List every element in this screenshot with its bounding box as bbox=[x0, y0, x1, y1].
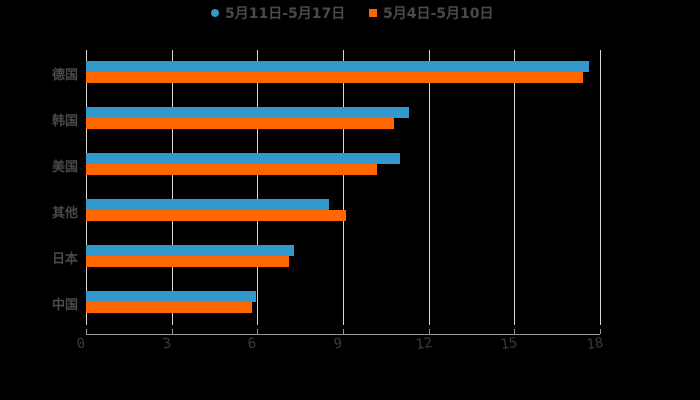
gridline bbox=[86, 50, 87, 325]
category-label: 德国 bbox=[51, 68, 78, 83]
bar-series-1[interactable] bbox=[86, 245, 295, 256]
gridline bbox=[514, 50, 515, 325]
bar-series-2[interactable] bbox=[86, 210, 346, 221]
chart-legend: 5月11日-5月17日 5月4日-5月10日 bbox=[0, 3, 700, 23]
bar-series-1[interactable] bbox=[86, 291, 256, 302]
x-tick-label: 0 bbox=[75, 335, 87, 353]
x-axis-line bbox=[86, 334, 600, 335]
axis-tick bbox=[429, 329, 430, 334]
gridline bbox=[429, 50, 430, 325]
x-tick-label: 18 bbox=[585, 334, 605, 354]
bar-series-1[interactable] bbox=[86, 61, 589, 72]
axis-tick bbox=[172, 329, 173, 334]
legend-label: 5月4日-5月10日 bbox=[383, 6, 494, 22]
bar-series-2[interactable] bbox=[86, 118, 395, 129]
bar-series-1[interactable] bbox=[86, 199, 329, 210]
bar-series-1[interactable] bbox=[86, 153, 401, 164]
legend-square-icon bbox=[369, 9, 377, 17]
gridline bbox=[257, 50, 258, 325]
legend-item-series-1[interactable]: 5月11日-5月17日 bbox=[211, 3, 345, 23]
x-tick-label: 6 bbox=[246, 335, 258, 353]
x-tick-label: 3 bbox=[161, 335, 173, 353]
bar-series-2[interactable] bbox=[86, 302, 252, 313]
axis-tick bbox=[86, 329, 87, 334]
category-label: 韩国 bbox=[51, 114, 78, 129]
plot-area bbox=[86, 50, 601, 325]
legend-item-series-2[interactable]: 5月4日-5月10日 bbox=[369, 3, 494, 23]
gridline bbox=[600, 50, 601, 325]
gridline bbox=[343, 50, 344, 325]
x-tick-label: 12 bbox=[414, 334, 434, 354]
bar-series-2[interactable] bbox=[86, 256, 289, 267]
legend-circle-icon bbox=[211, 9, 219, 17]
axis-tick bbox=[257, 329, 258, 334]
category-label: 其他 bbox=[51, 206, 78, 221]
gridline bbox=[172, 50, 173, 325]
axis-tick bbox=[514, 329, 515, 334]
axis-tick bbox=[600, 329, 601, 334]
bar-series-2[interactable] bbox=[86, 72, 583, 83]
x-tick-label: 15 bbox=[499, 334, 519, 354]
category-label: 日本 bbox=[51, 252, 78, 267]
axis-tick bbox=[343, 329, 344, 334]
bar-series-1[interactable] bbox=[86, 107, 409, 118]
category-label: 美国 bbox=[51, 160, 78, 175]
bar-series-2[interactable] bbox=[86, 164, 378, 175]
x-tick-label: 9 bbox=[332, 335, 344, 353]
category-label: 中国 bbox=[51, 298, 78, 313]
legend-label: 5月11日-5月17日 bbox=[225, 6, 346, 22]
